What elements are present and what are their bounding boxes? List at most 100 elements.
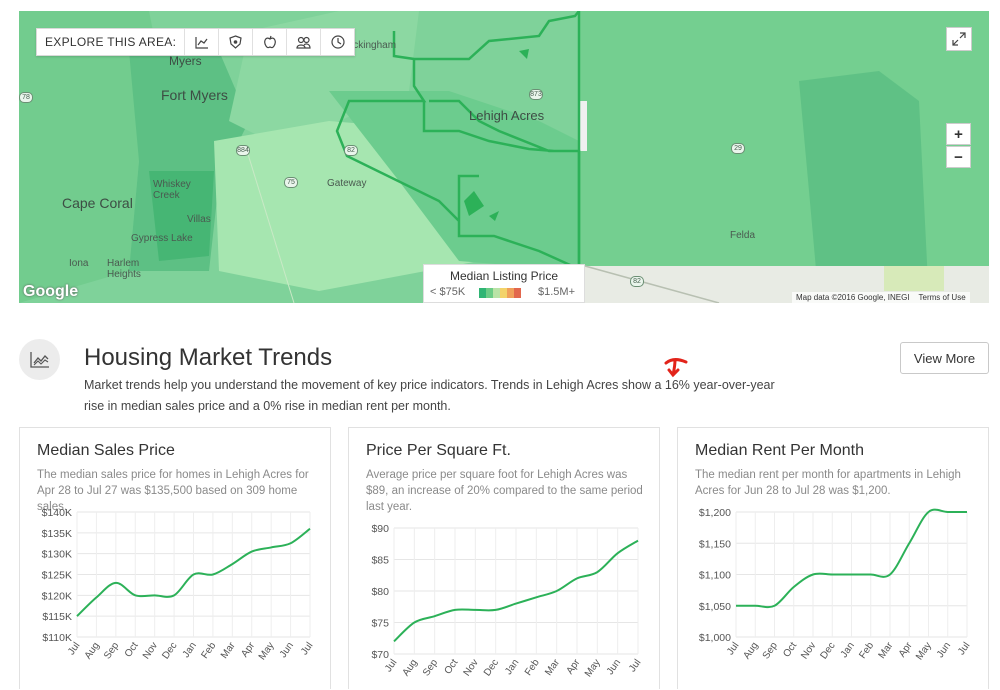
- map-place-label: Villas: [187, 214, 211, 225]
- price-legend: Median Listing Price < $75K $1.5M+: [423, 264, 585, 303]
- x-tick-label: Mar: [543, 657, 562, 678]
- x-tick-label: May: [583, 657, 603, 679]
- fullscreen-button[interactable]: [946, 27, 972, 51]
- x-tick-label: Oct: [781, 640, 799, 659]
- card-title: Median Rent Per Month: [695, 442, 864, 459]
- red-annotation-mark: [664, 358, 688, 378]
- map-place-label: Lehigh Acres: [469, 108, 545, 123]
- card-description: Average price per square foot for Lehigh…: [366, 469, 643, 513]
- x-tick-label: Nov: [141, 640, 160, 661]
- x-tick-label: Aug: [83, 640, 102, 661]
- legend-swatch: [486, 288, 493, 298]
- schools-layer-button[interactable]: [252, 29, 286, 55]
- section-title: Housing Market Trends: [84, 344, 333, 371]
- commute-layer-button[interactable]: [320, 29, 354, 55]
- x-tick-label: May: [257, 640, 277, 662]
- legend-swatch: [493, 288, 500, 298]
- terms-of-use-link[interactable]: Terms of Use: [918, 293, 966, 302]
- x-tick-label: Nov: [462, 657, 481, 678]
- demographics-layer-button[interactable]: [286, 29, 320, 55]
- view-more-button[interactable]: View More: [900, 342, 989, 374]
- x-tick-label: Jul: [299, 640, 315, 657]
- card-description: The median sales price for homes in Lehi…: [37, 469, 309, 513]
- y-tick-label: $120K: [42, 590, 72, 602]
- x-tick-label: Jul: [956, 640, 972, 657]
- x-tick-label: Nov: [799, 640, 818, 661]
- zoom-in-button[interactable]: +: [946, 123, 971, 145]
- x-tick-label: Oct: [443, 657, 461, 676]
- zoom-out-button[interactable]: −: [946, 146, 971, 168]
- x-tick-label: Jun: [278, 640, 296, 660]
- x-tick-label: Jun: [935, 640, 953, 660]
- series-line: [393, 539, 639, 643]
- legend-swatch: [500, 288, 507, 298]
- map-place-label: Gateway: [327, 178, 367, 189]
- x-tick-label: Jan: [839, 640, 857, 660]
- y-tick-label: $115K: [42, 611, 72, 623]
- legend-color-scale: [479, 288, 521, 298]
- apple-icon: [263, 35, 276, 49]
- clock-icon: [331, 35, 345, 49]
- legend-title: Median Listing Price: [449, 269, 559, 283]
- x-tick-label: Aug: [401, 657, 420, 678]
- x-tick-label: Feb: [199, 640, 218, 661]
- legend-swatch: [479, 288, 486, 298]
- x-tick-label: Jul: [627, 657, 643, 674]
- crime-layer-button[interactable]: [218, 29, 252, 55]
- card-description: The median rent per month for apartments…: [695, 469, 961, 497]
- x-tick-label: Jan: [503, 657, 521, 677]
- x-tick-label: Dec: [818, 640, 837, 661]
- map-place-label: Buckingham: [341, 40, 397, 51]
- y-tick-label: $1,050: [699, 601, 731, 613]
- x-tick-label: Sep: [761, 640, 780, 661]
- x-tick-label: Sep: [421, 657, 440, 678]
- map-place-label: Felda: [730, 230, 756, 241]
- series-line: [76, 527, 311, 617]
- line-chart-icon: [195, 36, 208, 49]
- x-tick-label: Oct: [123, 640, 141, 659]
- road-shield: 82: [344, 145, 358, 156]
- explore-label: EXPLORE THIS AREA:: [45, 35, 177, 49]
- map-place-label: Iona: [69, 258, 89, 269]
- y-tick-label: $125K: [42, 570, 72, 582]
- y-tick-label: $80: [371, 586, 389, 598]
- y-tick-label: $140K: [42, 507, 72, 519]
- people-icon: [296, 36, 311, 49]
- road-shield: 884: [236, 145, 250, 156]
- x-tick-label: May: [914, 640, 934, 662]
- x-tick-label: Dec: [482, 657, 501, 678]
- median-sales-price-chart: $140K $135K $130K $125K $120K $115K $110K Jul Au…: [42, 507, 316, 662]
- trends-layer-button[interactable]: [184, 29, 218, 55]
- legend-swatch: [514, 288, 521, 298]
- map-place-label: Gypress Lake: [131, 233, 193, 244]
- x-tick-label: Mar: [877, 640, 896, 661]
- x-tick-label: Jun: [605, 657, 623, 677]
- y-tick-label: $1,150: [699, 538, 731, 550]
- map-tiles[interactable]: [19, 11, 989, 303]
- y-tick-label: $135K: [42, 528, 72, 540]
- x-tick-label: Apr: [239, 640, 257, 660]
- y-tick-label: $1,000: [699, 632, 731, 644]
- map-place-label: Harlem Heights: [107, 258, 141, 280]
- y-tick-label: $1,200: [699, 507, 731, 519]
- map-place-label: Fort Myers: [161, 87, 228, 103]
- y-tick-label: $1,100: [699, 570, 731, 582]
- road-shield: 82: [630, 276, 644, 287]
- map-place-label: Whiskey Creek: [153, 179, 191, 201]
- google-logo: Google: [23, 283, 79, 300]
- explore-toolbar: EXPLORE THIS AREA:: [36, 28, 356, 56]
- x-tick-label: Apr: [897, 640, 915, 660]
- x-tick-label: Mar: [219, 640, 238, 661]
- map-attribution: Map data ©2016 Google, INEGI Terms of Use: [792, 292, 970, 303]
- median-rent-card: Median Rent Per Month The median rent pe…: [677, 427, 989, 689]
- median-rent-chart: $1,200 $1,150 $1,100 $1,050 $1,000 Jul Aug Sep O…: [699, 507, 973, 662]
- y-tick-label: $70: [371, 649, 389, 661]
- neighborhood-map[interactable]: Buckingham Myers Fort Myers Lehigh Acres…: [19, 11, 989, 303]
- legend-min: < $75K: [430, 286, 466, 298]
- card-title: Median Sales Price: [37, 442, 175, 459]
- road-shield: 78: [19, 92, 33, 103]
- median-sales-price-card: Median Sales Price The median sales pric…: [19, 427, 331, 689]
- price-per-sqft-card: Price Per Square Ft. Average price per s…: [348, 427, 660, 689]
- map-place-label: Cape Coral: [62, 195, 133, 211]
